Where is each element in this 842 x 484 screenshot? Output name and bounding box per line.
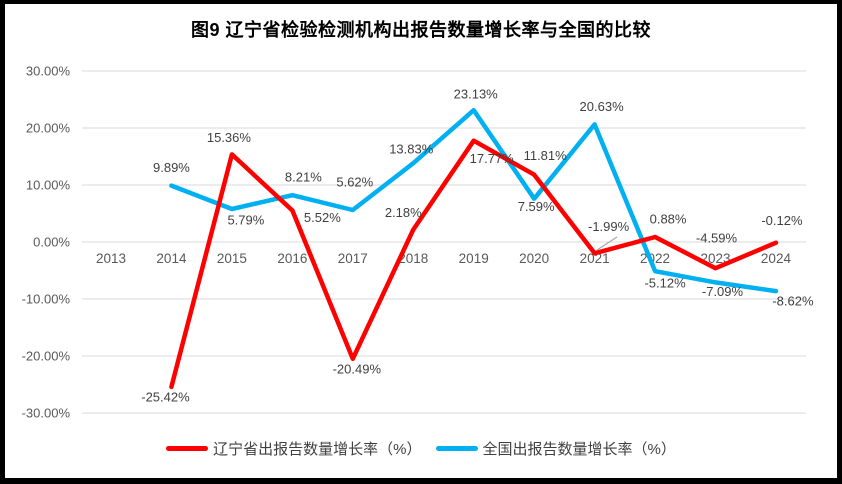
y-axis-tick-label: 0.00%	[33, 235, 70, 250]
data-point-label: 13.83%	[389, 142, 434, 157]
y-axis-tick-label: -20.00%	[22, 349, 71, 364]
data-point-label: -25.42%	[141, 389, 190, 404]
x-axis-tick-label: 2024	[761, 251, 792, 266]
data-point-label: -7.09%	[702, 284, 744, 299]
data-point-label: 5.62%	[336, 174, 373, 189]
x-axis-tick-label: 2017	[338, 251, 368, 266]
data-point-label: 20.63%	[580, 99, 625, 114]
legend-item-national: 全国出报告数量增长率（%）	[435, 438, 676, 459]
y-axis-tick-label: -10.00%	[22, 292, 71, 307]
legend-item-liaoning: 辽宁省出报告数量增长率（%）	[166, 438, 422, 459]
national-series-line	[169, 107, 779, 294]
chart-legend: 辽宁省出报告数量增长率（%） 全国出报告数量增长率（%）	[0, 438, 842, 459]
data-point-label: 7.59%	[518, 199, 555, 214]
data-point-label: 0.88%	[650, 211, 687, 226]
x-axis-tick-label: 2018	[398, 251, 428, 266]
legend-swatch-liaoning-red-line-icon	[166, 446, 209, 451]
data-point-label: 17.77%	[470, 151, 515, 166]
legend-label-liaoning: 辽宁省出报告数量增长率（%）	[213, 441, 422, 458]
data-point-label: -8.62%	[772, 294, 814, 309]
data-point-label: 23.13%	[454, 87, 499, 102]
x-axis-tick-label: 2021	[580, 251, 610, 266]
data-point-label: 2.18%	[385, 205, 422, 220]
data-point-label: 9.89%	[153, 160, 190, 175]
x-axis-tick-label: 2013	[96, 251, 126, 266]
data-point-label: -1.99%	[588, 219, 630, 234]
data-point-label: -4.59%	[696, 231, 738, 246]
data-point-label: 11.81%	[524, 148, 568, 163]
data-label-leader-line	[596, 236, 618, 251]
line-chart-plot-area: 30.00% 20.00% 10.00% 0.00% -10.00% -20.00% -30…	[22, 64, 814, 421]
data-point-label: -5.12%	[644, 276, 686, 291]
y-axis-tick-label: -30.00%	[22, 406, 71, 421]
y-axis-tick-label: 30.00%	[26, 64, 71, 79]
data-point-label: 8.21%	[285, 170, 322, 185]
data-point-label: -0.12%	[761, 213, 803, 228]
x-axis-tick-label: 2020	[519, 251, 549, 266]
data-point-label: 15.36%	[207, 130, 252, 145]
liaoning-series-line	[169, 138, 779, 390]
x-axis-tick-label: 2016	[277, 251, 307, 266]
data-point-label: 5.79%	[227, 212, 264, 227]
x-axis-tick-label: 2019	[459, 251, 489, 266]
y-axis-tick-label: 10.00%	[26, 178, 71, 193]
legend-label-national: 全国出报告数量增长率（%）	[482, 441, 676, 458]
data-point-label: 5.52%	[304, 210, 341, 225]
y-axis-tick-label: 20.00%	[26, 121, 71, 136]
chart-title: 图9 辽宁省检验检测机构出报告数量增长率与全国的比较	[190, 20, 651, 40]
x-axis-tick-label: 2022	[640, 251, 670, 266]
legend-swatch-national-blue-line-icon	[435, 446, 478, 451]
data-point-label: -20.49%	[333, 361, 382, 376]
x-axis-tick-label: 2014	[156, 251, 187, 266]
x-axis-tick-label: 2015	[217, 251, 247, 266]
